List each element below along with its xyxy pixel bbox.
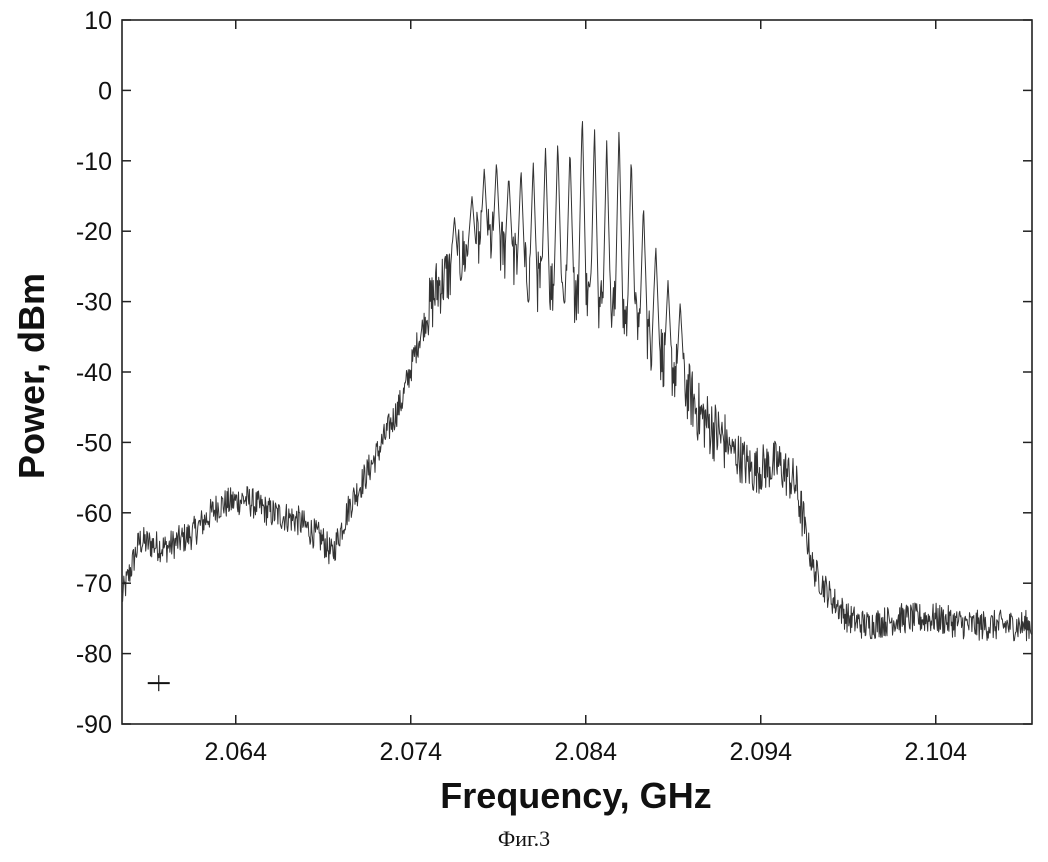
plot-frame [122, 20, 1032, 724]
x-tick-label: 2.084 [554, 738, 617, 766]
y-axis-ticks: 10 0 -10 -20 -30 -40 -50 -60 -70 -80 -90 [76, 7, 1032, 739]
y-tick-label: -10 [76, 148, 112, 176]
x-tick-label: 2.094 [729, 738, 792, 766]
y-tick-label: 0 [98, 77, 112, 105]
y-tick-label: -80 [76, 641, 112, 669]
x-tick-label: 2.064 [204, 738, 267, 766]
y-tick-label: -30 [76, 289, 112, 317]
y-tick-label: -50 [76, 429, 112, 457]
plot-layer [122, 20, 1032, 724]
y-tick-label: -90 [76, 711, 112, 739]
y-tick-label: -20 [76, 218, 112, 246]
y-axis-title: Power, dBm [11, 273, 52, 479]
y-tick-label: -60 [76, 500, 112, 528]
x-tick-label: 2.104 [904, 738, 967, 766]
y-tick-label: 10 [84, 7, 112, 35]
y-tick-label: -40 [76, 359, 112, 387]
figure-caption: Фиг.3 [0, 826, 1048, 852]
x-axis-title: Frequency, GHz [440, 775, 711, 816]
x-tick-label: 2.074 [379, 738, 442, 766]
spectrum-trace [122, 122, 1032, 641]
x-axis-ticks: 2.064 2.074 2.084 2.094 2.104 [204, 20, 967, 766]
y-tick-label: -70 [76, 570, 112, 598]
